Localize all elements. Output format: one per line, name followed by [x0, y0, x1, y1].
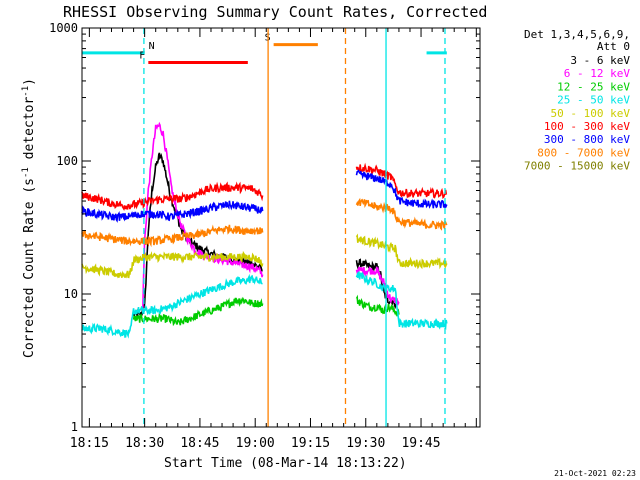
x-axis-label: Start Time (08-Mar-14 18:13:22) [164, 456, 407, 471]
legend-header-1: Det 1,3,4,5,6,9, [524, 28, 630, 41]
x-tick-label-1945: 19:45 [401, 436, 440, 451]
plot-frame [81, 27, 481, 428]
vlines-layer [143, 28, 446, 427]
legend-header-2: Att 0 [597, 40, 630, 53]
flag-label-N: N [149, 41, 155, 52]
legend-entry-7: 800 - 7000 keV [537, 146, 630, 159]
series-line-5 [81, 162, 448, 212]
legend-entry-2: 12 - 25 keV [557, 80, 630, 93]
legend-entry-1: 6 - 12 keV [564, 67, 631, 80]
x-tick-label-1930: 19:30 [346, 436, 385, 451]
x-tick-label-1830: 18:30 [125, 436, 164, 451]
y-tick-label-1000: 1000 [49, 21, 78, 35]
x-tick-label-1900: 19:00 [236, 436, 275, 451]
series-line-3 [81, 271, 448, 339]
legend-entry-3: 25 - 50 keV [557, 94, 630, 107]
flag-label-F: F [139, 51, 145, 62]
x-tick-label-1815: 18:15 [70, 436, 109, 451]
x-tick-label-1915: 19:15 [291, 436, 330, 451]
y-axis-label-end: ) [22, 78, 37, 86]
y-axis-label: Corrected Count Rate (s-1 detector-1) [21, 78, 37, 358]
y-axis-label-sup2: -1 [21, 86, 31, 97]
y-axis-ticks: 1 10 100 1000 [49, 21, 480, 434]
series-line-2 [132, 294, 400, 327]
plot-area: NFS 1 10 100 1000 18:15 18:30 18:45 19:00 19:15… [49, 21, 481, 451]
y-tick-label-100: 100 [56, 154, 78, 168]
legend-entry-8: 7000 - 15000 keV [524, 160, 630, 173]
flags-layer: NFS [82, 33, 447, 65]
series-layer [81, 121, 448, 339]
y-axis-label-mid: detector [22, 97, 37, 168]
x-tick-label-1845: 18:45 [180, 436, 219, 451]
series-line-6 [81, 169, 448, 223]
x-axis-ticks: 18:15 18:30 18:45 19:00 19:15 19:30 19:45 [70, 28, 477, 451]
chart-title: RHESSI Observing Summary Count Rates, Co… [63, 3, 487, 21]
legend-entry-0: 3 - 6 keV [570, 54, 630, 67]
series-line-1 [142, 121, 400, 311]
legend-entry-5: 100 - 300 keV [544, 120, 630, 133]
y-tick-label-10: 10 [64, 287, 78, 301]
legend-entry-4: 50 - 100 keV [551, 107, 631, 120]
generation-timestamp: 21-Oct-2021 02:23 [554, 469, 636, 478]
series-line-4 [81, 233, 448, 279]
y-tick-label-1: 1 [71, 420, 78, 434]
legend-entry-6: 300 - 800 keV [544, 133, 630, 146]
y-axis-label-main: Corrected Count Rate (s [22, 178, 37, 358]
y-axis-label-sup1: -1 [21, 167, 31, 178]
series-line-7 [81, 197, 448, 248]
